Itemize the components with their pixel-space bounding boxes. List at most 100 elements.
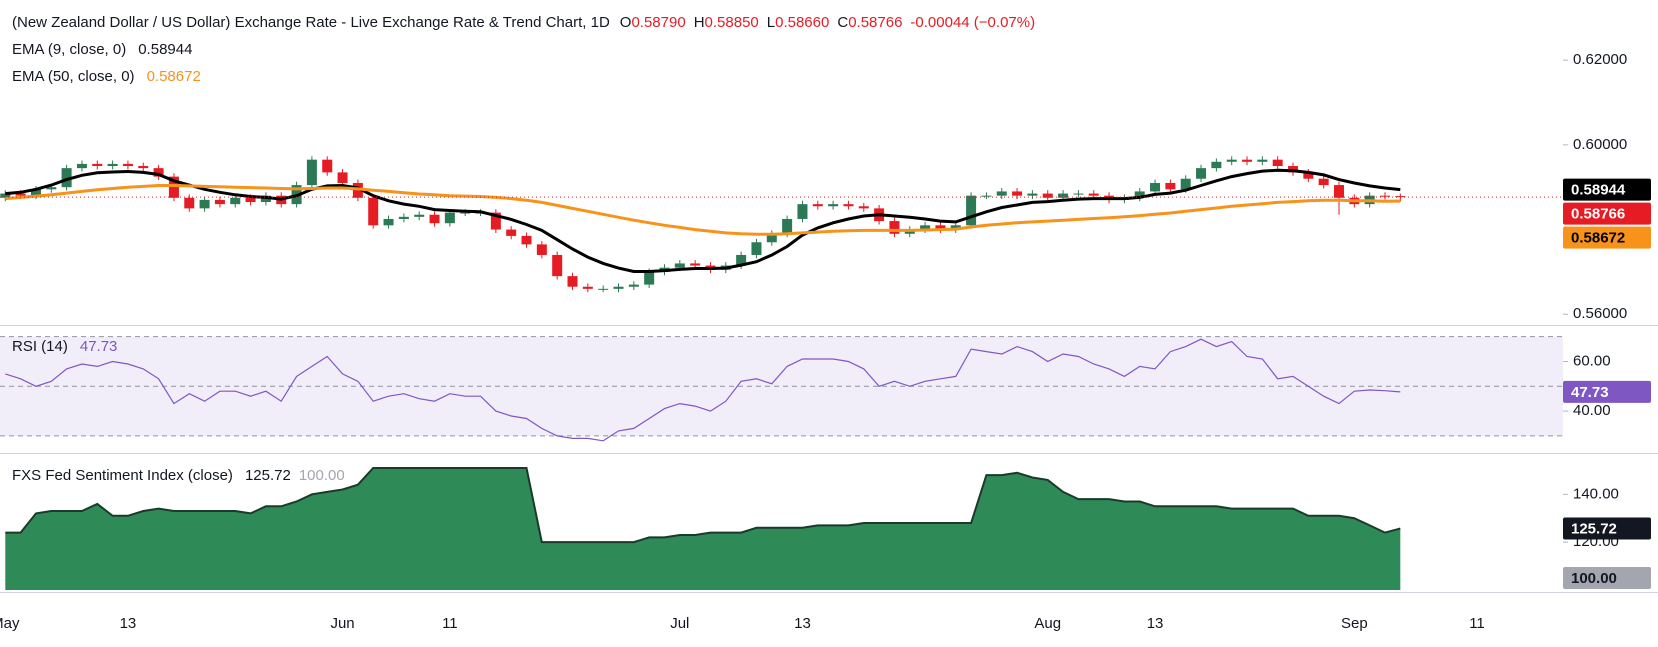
candle-body: [935, 225, 946, 230]
candle-body: [0, 193, 11, 198]
candle-body: [107, 163, 118, 167]
y-tick-label: 0.56000: [1573, 305, 1627, 322]
candle-body: [1012, 191, 1023, 196]
legend-name: EMA (9, close, 0): [12, 41, 126, 58]
price-badge-bg: [1563, 178, 1651, 201]
indicator-name: FXS Fed Sentiment Index (close): [12, 467, 233, 484]
legend-value: 0.58672: [147, 68, 201, 85]
price-badge: 0.58944: [1571, 182, 1626, 199]
candle-body: [46, 187, 57, 190]
price-badge-bg: [1563, 202, 1651, 225]
candle-body: [797, 204, 808, 219]
sentiment-badge-bg: [1563, 517, 1651, 540]
candle-body: [1334, 185, 1345, 198]
candle-body: [1073, 193, 1084, 195]
candle-body: [383, 218, 394, 226]
sentiment-badge: 125.72: [1571, 520, 1617, 537]
candle-body: [1180, 178, 1191, 190]
candle-body: [61, 168, 72, 188]
candle-body: [199, 199, 210, 209]
x-tick-label: Jun: [330, 615, 354, 632]
x-tick-label: 13: [794, 615, 811, 632]
candle-body: [138, 166, 149, 169]
candle-body: [214, 199, 225, 205]
ema-line: [5, 168, 1401, 273]
y-tick-label: 140.00: [1573, 485, 1619, 502]
legend-name: EMA (50, close, 0): [12, 68, 135, 85]
candle-body: [1088, 193, 1099, 196]
rsi-badge: 47.73: [1571, 384, 1609, 401]
candle-body: [444, 212, 455, 224]
candle-body: [1242, 159, 1253, 162]
candle-body: [168, 176, 179, 198]
candle-body: [736, 254, 747, 266]
indicator-legend: FXS Fed Sentiment Index (close) 125.72 100…: [12, 467, 345, 484]
ohlc-key: O: [620, 14, 632, 31]
x-tick-label: Jul: [670, 615, 689, 632]
candle-body: [15, 193, 26, 196]
candle-body: [1257, 159, 1268, 162]
candle-body: [521, 235, 532, 245]
candle-body: [368, 197, 379, 226]
candle-body: [536, 244, 547, 255]
legend-entry: EMA (50, close, 0) 0.58672: [12, 68, 201, 85]
candle-body: [843, 204, 854, 207]
legend-value: 0.58944: [138, 41, 192, 58]
candle-body: [1226, 159, 1237, 162]
candle-body: [184, 197, 195, 209]
indicator-value: 47.73: [80, 338, 118, 355]
x-tick-label: 13: [120, 615, 137, 632]
baseline-badge-bg: [1563, 567, 1651, 589]
sentiment-line: [5, 467, 1401, 544]
candle-body: [920, 225, 931, 230]
candle-body: [414, 214, 425, 217]
candle-body: [460, 212, 471, 214]
candle-body: [812, 204, 823, 207]
candle-body: [322, 159, 333, 173]
ohlc-key: C: [837, 14, 848, 31]
candle-body: [1272, 159, 1283, 167]
candle-body: [1211, 161, 1222, 169]
candle-body: [766, 233, 777, 243]
price-badge: 0.58672: [1571, 230, 1625, 247]
price-badge-bg: [1563, 226, 1651, 249]
rsi-band: [0, 336, 1563, 436]
candle-body: [613, 286, 624, 289]
ohlc-key: H: [694, 14, 705, 31]
ohlc-key: L: [767, 14, 775, 31]
candle-body: [230, 197, 241, 205]
candle-body: [76, 163, 87, 169]
candle-body: [981, 195, 992, 197]
candle-body: [690, 263, 701, 266]
candle-body: [429, 214, 440, 224]
indicator-value: 125.72: [245, 467, 291, 484]
y-tick-label: 0.62000: [1573, 51, 1627, 68]
candle-body: [628, 284, 639, 287]
baseline-badge: 100.00: [1571, 570, 1617, 587]
y-tick-label: 60.00: [1573, 352, 1611, 369]
candle-body: [552, 254, 563, 277]
candle-body: [889, 221, 900, 234]
candle-body: [245, 197, 256, 203]
candle-body: [644, 271, 655, 285]
ema-line: [5, 184, 1401, 236]
chart-header: (New Zealand Dollar / US Dollar) Exchang…: [12, 14, 1035, 31]
indicator-name: RSI (14): [12, 338, 68, 355]
rsi-badge-bg: [1563, 380, 1651, 403]
indicator-legend: RSI (14) 47.73: [12, 338, 117, 355]
candle-body: [598, 288, 609, 290]
ohlc-value: 0.58660: [775, 14, 829, 31]
x-tick-label: 13: [1147, 615, 1164, 632]
candle-body: [950, 225, 961, 230]
rsi-line: [5, 338, 1401, 442]
change-value: -0.00044 (−0.07%): [910, 14, 1035, 31]
price-badge: 0.58766: [1571, 206, 1625, 223]
legend-entry: EMA (9, close, 0) 0.58944: [12, 41, 192, 58]
candle-body: [506, 229, 517, 236]
x-tick-label: May: [0, 615, 20, 632]
candle-body: [1134, 191, 1145, 198]
candle-body: [1058, 193, 1069, 198]
candle-body: [306, 159, 317, 186]
candle-body: [782, 218, 793, 234]
